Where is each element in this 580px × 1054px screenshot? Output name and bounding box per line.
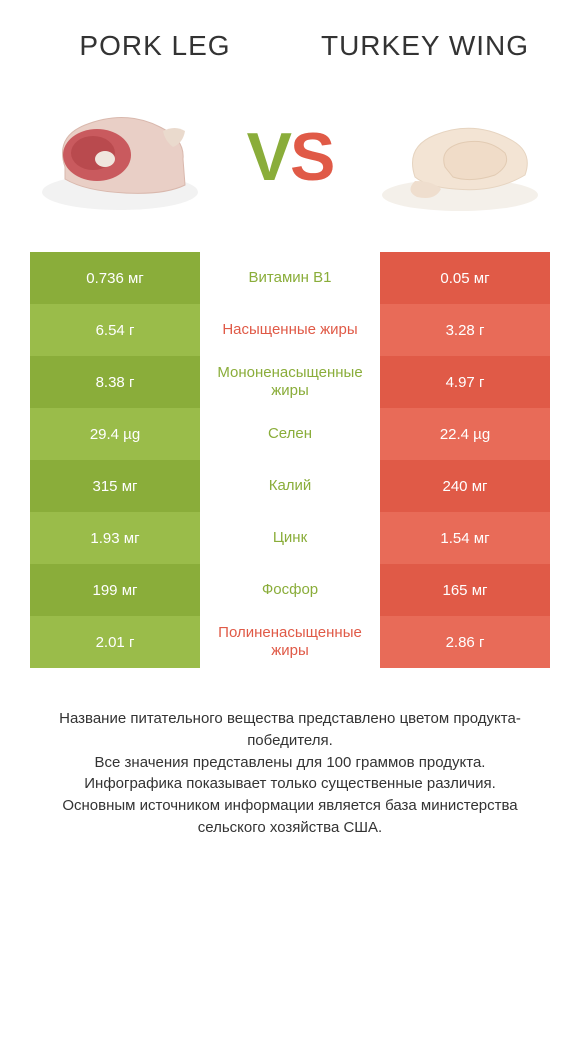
comparison-header: Pork leg Turkey wing	[0, 0, 580, 82]
right-value: 22.4 µg	[380, 408, 550, 460]
vs-label: VS	[247, 118, 334, 196]
nutrient-label: Цинк	[200, 512, 380, 564]
turkey-wing-image	[370, 92, 550, 222]
left-value: 0.736 мг	[30, 252, 200, 304]
nutrient-label: Фосфор	[200, 564, 380, 616]
nutrient-label: Полиненасыщенные жиры	[200, 616, 380, 668]
table-row: 199 мгФосфор165 мг	[30, 564, 550, 616]
left-value: 29.4 µg	[30, 408, 200, 460]
table-row: 1.93 мгЦинк1.54 мг	[30, 512, 550, 564]
left-value: 8.38 г	[30, 356, 200, 408]
right-value: 1.54 мг	[380, 512, 550, 564]
left-value: 199 мг	[30, 564, 200, 616]
nutrient-label: Калий	[200, 460, 380, 512]
comparison-table: 0.736 мгВитамин B10.05 мг6.54 гНасыщенны…	[30, 252, 550, 668]
right-value: 240 мг	[380, 460, 550, 512]
left-value: 6.54 г	[30, 304, 200, 356]
right-value: 3.28 г	[380, 304, 550, 356]
table-row: 2.01 гПолиненасыщенные жиры2.86 г	[30, 616, 550, 668]
nutrient-label: Селен	[200, 408, 380, 460]
right-value: 165 мг	[380, 564, 550, 616]
footnotes: Название питательного вещества представл…	[0, 668, 580, 859]
pork-leg-image	[30, 92, 210, 222]
table-row: 6.54 гНасыщенные жиры3.28 г	[30, 304, 550, 356]
left-value: 315 мг	[30, 460, 200, 512]
right-value: 0.05 мг	[380, 252, 550, 304]
footnote-line: Все значения представлены для 100 граммо…	[30, 752, 550, 774]
right-value: 2.86 г	[380, 616, 550, 668]
nutrient-label: Насыщенные жиры	[200, 304, 380, 356]
right-product-title: Turkey wing	[304, 30, 547, 62]
left-value: 2.01 г	[30, 616, 200, 668]
table-row: 0.736 мгВитамин B10.05 мг	[30, 252, 550, 304]
left-product-title: Pork leg	[34, 30, 277, 62]
vs-s: S	[290, 119, 333, 195]
vs-v: V	[247, 119, 290, 195]
right-value: 4.97 г	[380, 356, 550, 408]
table-row: 29.4 µgСелен22.4 µg	[30, 408, 550, 460]
table-row: 315 мгКалий240 мг	[30, 460, 550, 512]
footnote-line: Название питательного вещества представл…	[30, 708, 550, 752]
table-row: 8.38 гМононенасыщенные жиры4.97 г	[30, 356, 550, 408]
footnote-line: Инфографика показывает только существенн…	[30, 773, 550, 795]
nutrient-label: Мононенасыщенные жиры	[200, 356, 380, 408]
hero-row: VS	[0, 82, 580, 252]
footnote-line: Основным источником информации является …	[30, 795, 550, 839]
left-value: 1.93 мг	[30, 512, 200, 564]
nutrient-label: Витамин B1	[200, 252, 380, 304]
